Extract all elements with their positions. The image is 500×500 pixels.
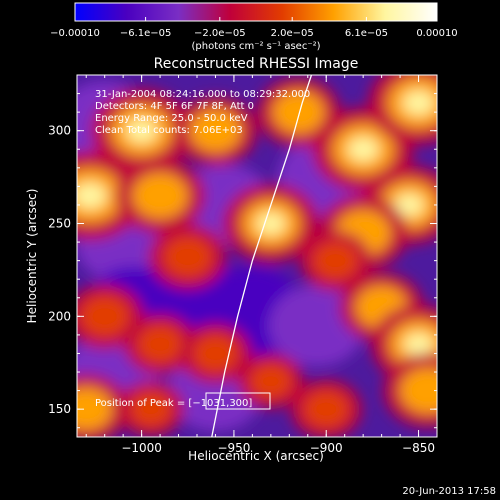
hot-source: [250, 364, 292, 399]
hot-source: [163, 236, 212, 277]
y-tick-label: 250: [48, 217, 71, 231]
hot-source: [272, 90, 325, 134]
colorbar: −0.00010 −6.1e−05 −2.0e−05 2.0e−05 6.1e−05 0.…: [50, 2, 458, 52]
info-line: 31-Jan-2004 08:24:16.000 to 08:29:32.000: [95, 89, 310, 100]
info-line: Clean Total counts: 7.06E+03: [95, 125, 243, 136]
plot-area: −1000 −950 −900 −850 150 200 250 300 31-Jan-200…: [48, 74, 438, 455]
hot-source: [77, 387, 113, 431]
hot-source-core: [402, 90, 435, 116]
peak-position-label: Position of Peak = [−1031,300]: [95, 398, 252, 409]
colorbar-tick-label: −0.00010: [50, 28, 100, 39]
hot-source-core: [347, 136, 380, 162]
y-tick-label: 200: [48, 309, 71, 323]
hot-source: [303, 390, 349, 428]
x-tick-label: −950: [217, 441, 250, 455]
hot-source-core: [394, 193, 425, 217]
x-axis-label: Heliocentric X (arcsec): [188, 449, 324, 463]
hot-source: [193, 334, 238, 373]
hot-source: [189, 109, 242, 153]
render-date: 20-Jun-2013 17:58: [402, 486, 496, 497]
peak-marker-box: [205, 392, 271, 410]
hot-source: [130, 392, 172, 427]
hot-source-core: [125, 118, 158, 144]
hot-source-core: [255, 211, 286, 236]
hot-source: [313, 242, 358, 280]
colorbar-tick-label: 2.0e−05: [271, 28, 314, 39]
observation-info: 31-Jan-2004 08:24:16.000 to 08:29:32.000…: [95, 89, 310, 136]
hot-source: [399, 367, 437, 414]
colorbar-tick-label: 6.1e−05: [345, 28, 388, 39]
chart-title: Reconstructed RHESSI Image: [154, 56, 359, 72]
hot-source: [80, 296, 129, 337]
x-tick-label: −1000: [121, 441, 162, 455]
colorbar-strip: [75, 3, 437, 21]
hot-source: [137, 325, 183, 363]
hot-source-core: [77, 182, 107, 209]
colorbar-ticks: −0.00010 −6.1e−05 −2.0e−05 2.0e−05 6.1e−05 0.…: [50, 17, 458, 39]
intensity-map: [77, 75, 437, 437]
colorbar-tick-label: 0.00010: [416, 28, 457, 39]
colorbar-tick-label: −2.0e−05: [194, 28, 246, 39]
info-line: Energy Range: 25.0 - 50.0 keV: [95, 113, 248, 124]
x-tick-label: −850: [402, 441, 435, 455]
solar-limb-curve: [211, 75, 313, 437]
info-line: Detectors: 4F 5F 6F 7F 8F, Att 0: [95, 101, 254, 112]
colorbar-tick-label: −6.1e−05: [120, 28, 172, 39]
y-tick-label: 300: [48, 124, 71, 138]
plot-frame: [76, 74, 438, 438]
colorbar-unit-label: (photons cm⁻² s⁻¹ asec⁻²): [191, 41, 320, 52]
axis-ticks: −1000 −950 −900 −850 150 200 250 300: [48, 74, 438, 455]
x-tick-label: −900: [310, 441, 343, 455]
hot-source: [132, 172, 188, 219]
y-tick-label: 150: [48, 402, 71, 416]
colorbar-frame: [74, 2, 438, 22]
hot-source-core: [403, 332, 434, 357]
y-axis-label: Heliocentric Y (arcsec): [25, 189, 39, 324]
